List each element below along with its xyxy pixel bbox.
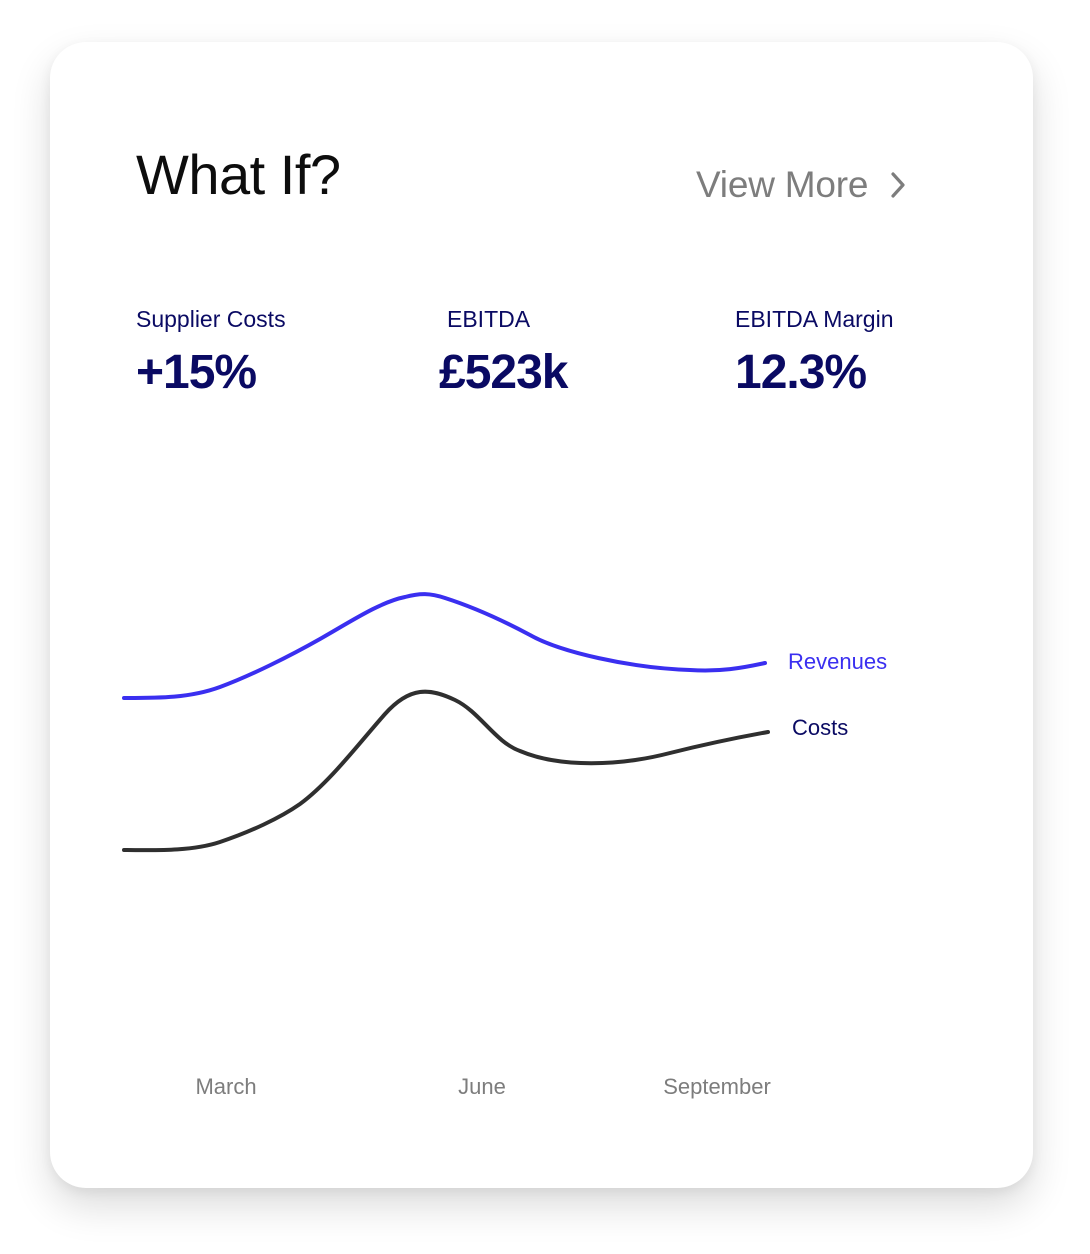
metric-label: EBITDA Margin: [735, 306, 894, 332]
line-chart: [122, 592, 770, 853]
metric-value: £523k: [439, 346, 568, 399]
view-more-link[interactable]: View More: [696, 164, 906, 206]
metric-ebitda-margin: EBITDA Margin 12.3%: [735, 306, 894, 400]
chevron-right-icon: [891, 172, 905, 198]
metric-ebitda: EBITDA £523k: [439, 306, 568, 400]
revenues-series-line: [122, 592, 767, 700]
x-tick-label: September: [663, 1074, 771, 1099]
metric-label: Supplier Costs: [136, 306, 286, 332]
costs-series-line: [122, 689, 770, 853]
metric-supplier-costs: Supplier Costs +15%: [136, 306, 286, 400]
what-if-card: What If? View More Supplier Costs +15% E…: [50, 42, 1033, 1188]
card-title: What If?: [136, 143, 341, 206]
metric-value: +15%: [136, 346, 257, 399]
x-tick-label: March: [195, 1074, 257, 1099]
metric-value: 12.3%: [735, 346, 867, 399]
x-tick-label: June: [458, 1074, 506, 1099]
view-more-label: View More: [696, 164, 869, 205]
metric-label: EBITDA: [447, 306, 531, 332]
series-label-revenues: Revenues: [788, 649, 888, 674]
series-label-costs: Costs: [792, 715, 849, 740]
